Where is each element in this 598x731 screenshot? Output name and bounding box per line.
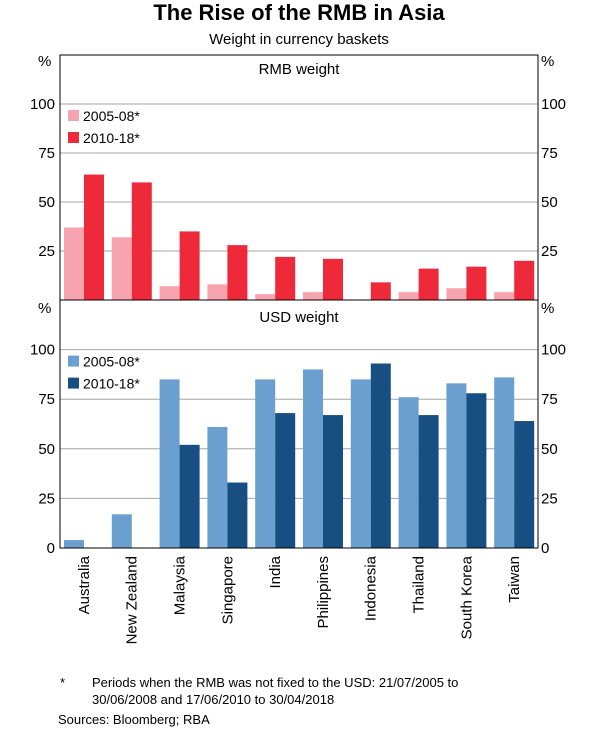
rmb-bar	[64, 227, 84, 300]
category-label: Indonesia	[363, 555, 380, 621]
rmb-bar	[179, 231, 200, 300]
usd-bar	[275, 413, 296, 548]
rmb-bar	[275, 256, 296, 300]
rmb-ytick-right: 25	[541, 243, 558, 260]
rmb-legend-swatch	[68, 132, 79, 143]
usd-bar	[159, 379, 180, 548]
rmb-unit-left: %	[38, 53, 51, 70]
usd-ytick-left: 25	[38, 490, 55, 507]
usd-legend-label: 2005-08*	[83, 354, 140, 370]
usd-bar	[179, 444, 200, 548]
category-label: Taiwan	[506, 556, 523, 603]
rmb-bar	[466, 266, 487, 300]
rmb-bar	[111, 237, 132, 300]
rmb-ytick-right: 50	[541, 194, 558, 211]
rmb-bar	[323, 258, 343, 300]
usd-bar	[323, 415, 343, 548]
rmb-ytick-left: 50	[38, 194, 55, 211]
usd-bar	[255, 379, 276, 548]
rmb-bar	[131, 182, 152, 300]
rmb-bar	[398, 292, 419, 300]
usd-ytick-left: 100	[30, 342, 55, 359]
usd-bar	[370, 363, 391, 548]
usd-bar	[466, 393, 487, 548]
usd-bar	[227, 482, 248, 548]
usd-ytick-right: 25	[541, 490, 558, 507]
usd-legend-swatch	[68, 377, 79, 389]
rmb-weight-panel: RMB weight % % 25 25 50 50 75 75 100 100 2005-08…	[30, 53, 566, 301]
rmb-bar	[494, 292, 515, 300]
category-label: Philippines	[315, 556, 332, 629]
rmb-unit-right: %	[541, 53, 554, 70]
usd-bar	[494, 377, 515, 548]
usd-weight-panel: USD weight % % 0 0 25 25 50 50 75 75 100 100 2005-…	[30, 299, 566, 557]
category-label: Thailand	[411, 556, 428, 614]
usd-panel-title: USD weight	[259, 309, 339, 326]
usd-bar	[64, 540, 84, 548]
usd-legend-label: 2010-18*	[83, 376, 140, 392]
rmb-legend-label: 2010-18*	[83, 130, 140, 146]
usd-ytick-right: 0	[541, 540, 549, 557]
usd-frame	[59, 299, 539, 549]
rmb-ytick-right: 75	[541, 145, 558, 162]
rmb-bar	[514, 260, 535, 300]
usd-ytick-left: 50	[38, 441, 55, 458]
rmb-bar	[446, 288, 467, 300]
usd-ytick-right: 50	[541, 441, 558, 458]
usd-bar	[514, 421, 535, 548]
category-labels: Australia New Zealand Malaysia Singapore Ind…	[76, 555, 523, 644]
category-label: Australia	[76, 555, 93, 614]
rmb-bar	[418, 268, 439, 300]
rmb-panel-title: RMB weight	[259, 61, 341, 78]
category-label: South Korea	[458, 555, 475, 639]
rmb-legend-swatch	[68, 110, 79, 121]
usd-bar	[446, 383, 467, 548]
rmb-bar	[207, 284, 228, 300]
chart-title: The Rise of the RMB in Asia	[153, 0, 445, 25]
rmb-ytick-left: 75	[38, 145, 55, 162]
category-label: Malaysia	[172, 555, 189, 615]
rmb-bar	[84, 174, 104, 300]
rmb-bar	[159, 286, 180, 300]
category-label: India	[267, 555, 284, 588]
usd-bar	[303, 369, 323, 548]
usd-unit-right: %	[541, 300, 554, 317]
rmb-legend-label: 2005-08*	[83, 108, 140, 124]
footnote-text: Periods when the RMB was not fixed to th…	[92, 675, 459, 707]
usd-ytick-left: 0	[47, 540, 55, 557]
usd-bar	[207, 426, 228, 548]
usd-bar	[418, 415, 439, 548]
usd-ytick-right: 100	[541, 342, 566, 359]
usd-bar	[350, 379, 371, 548]
rmb-ytick-right: 100	[541, 96, 566, 113]
rmb-ytick-left: 100	[30, 96, 55, 113]
category-label: Singapore	[219, 556, 236, 624]
rmb-bar	[370, 282, 391, 300]
chart-subtitle: Weight in currency baskets	[209, 31, 389, 48]
rmb-bar	[227, 245, 248, 300]
usd-ytick-left: 75	[38, 391, 55, 408]
usd-ytick-right: 75	[541, 391, 558, 408]
rmb-ytick-left: 25	[38, 243, 55, 260]
usd-unit-left: %	[38, 300, 51, 317]
footnote-marker: *	[60, 675, 66, 690]
rmb-bar	[255, 294, 276, 300]
sources-note: Sources: Bloomberg; RBA	[58, 712, 210, 727]
usd-bar	[398, 397, 419, 548]
category-label: New Zealand	[124, 556, 141, 644]
rmb-bar	[303, 292, 323, 300]
usd-bar	[111, 514, 132, 548]
usd-legend-swatch	[68, 355, 79, 367]
